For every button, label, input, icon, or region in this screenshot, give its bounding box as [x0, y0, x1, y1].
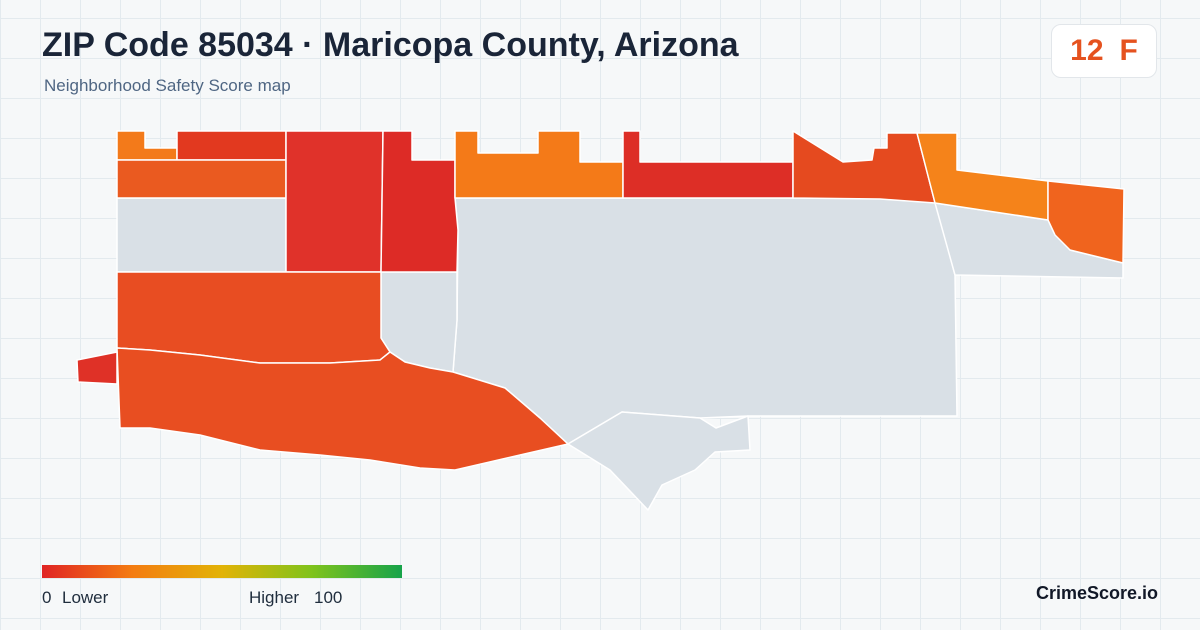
map-region-nw-strip-2[interactable]	[176, 130, 287, 161]
page-subtitle: Neighborhood Safety Score map	[44, 76, 291, 95]
map-region-nw-strip-1[interactable]	[116, 130, 178, 161]
map-region-north-block-b[interactable]	[380, 130, 459, 273]
map-region-east-block[interactable]	[1047, 180, 1125, 264]
page-title: ZIP Code 85034 · Maricopa County, Arizon…	[42, 26, 739, 64]
map-region-sw-large[interactable]	[116, 347, 569, 471]
brand-logo-text: CrimeScore.io	[1035, 583, 1158, 603]
map-region-nw-block[interactable]	[116, 159, 287, 199]
legend-high-label: Higher	[249, 588, 300, 607]
map-region-north-center[interactable]	[622, 130, 794, 199]
safety-score-grade: F	[1119, 34, 1138, 67]
map-region-nodata-west[interactable]	[116, 197, 287, 273]
legend-low-label: Lower	[62, 588, 109, 607]
map-region-north-center-right[interactable]	[792, 130, 936, 204]
legend-high-value: 100	[314, 588, 343, 607]
safety-score-badge: 12 F	[1051, 24, 1157, 78]
map-region-nodata-center[interactable]	[452, 197, 958, 445]
map-region-west-mid-block[interactable]	[116, 271, 391, 364]
legend-low-value: 0	[42, 588, 52, 607]
map-region-nodata-south[interactable]	[567, 411, 751, 511]
score-legend-gradient	[42, 565, 402, 578]
map-region-north-center-left[interactable]	[454, 130, 624, 199]
map-region-west-tip[interactable]	[76, 351, 118, 385]
safety-score-value: 12	[1070, 34, 1104, 67]
map-region-north-block-a[interactable]	[285, 130, 384, 273]
